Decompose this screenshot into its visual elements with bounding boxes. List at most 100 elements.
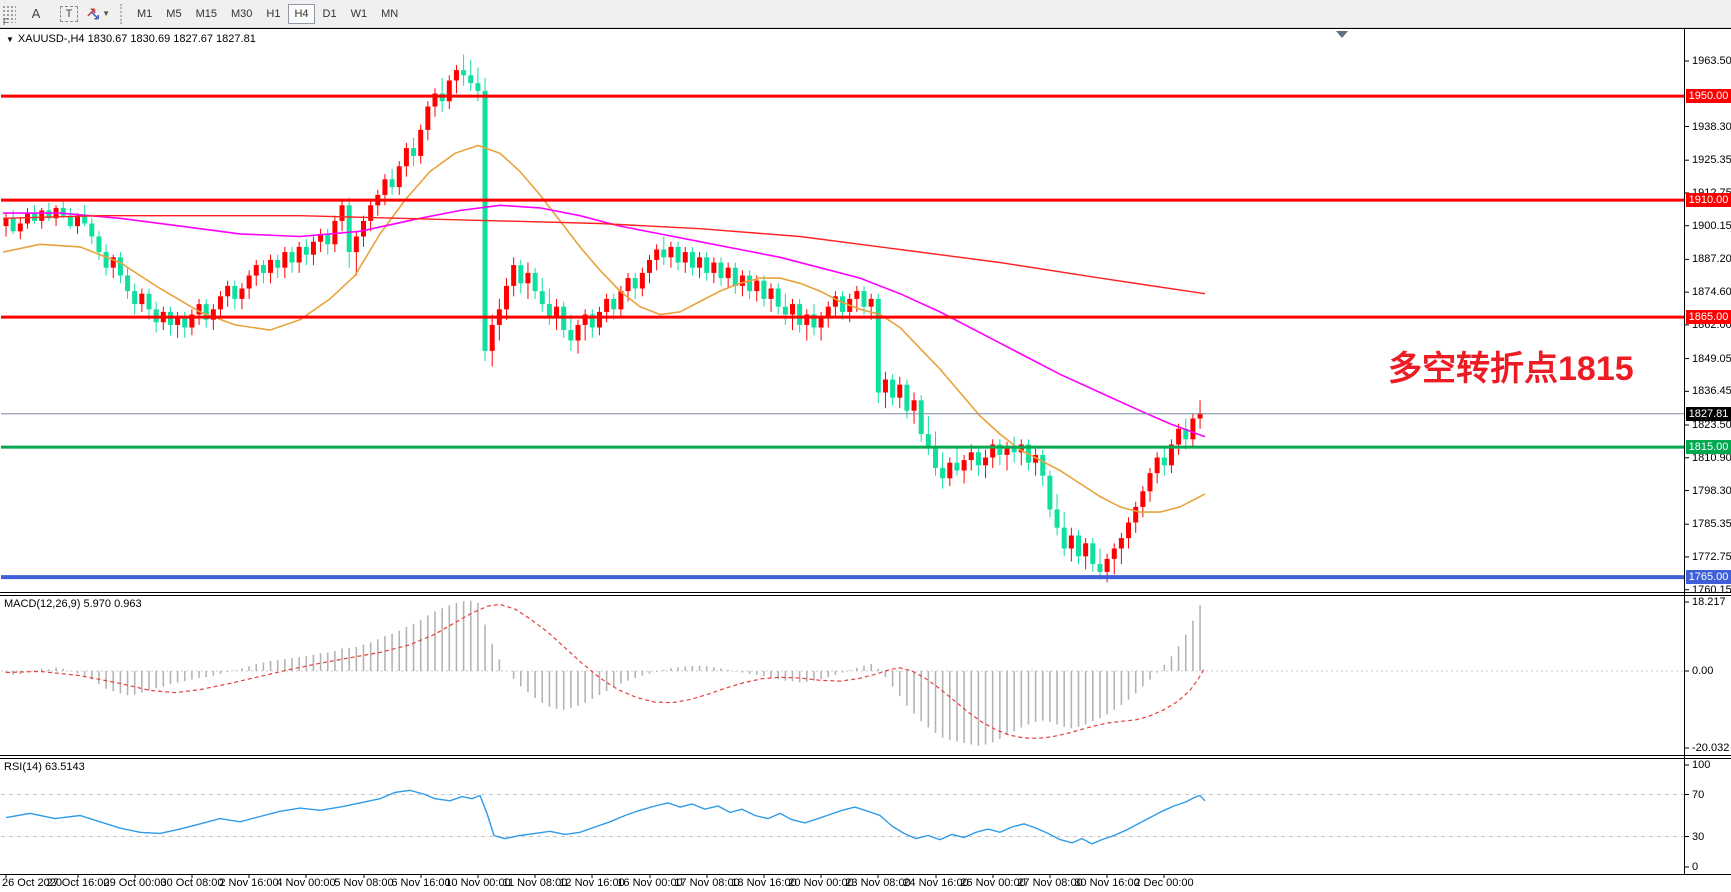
candle-body bbox=[661, 249, 667, 258]
timeframe-button-h1[interactable]: H1 bbox=[266, 7, 281, 20]
candle-body bbox=[310, 241, 316, 255]
candle-body bbox=[1090, 543, 1096, 565]
macd-indicator-label: MACD(12,26,9) 5.970 0.963 bbox=[4, 598, 142, 610]
candle-body bbox=[890, 379, 896, 398]
price-level-box-1950.00: 1950.00 bbox=[1686, 89, 1731, 104]
candle-body bbox=[704, 257, 710, 273]
macd-top-border bbox=[0, 595, 1731, 596]
time-tick: 29 Oct 00:00 bbox=[103, 877, 167, 889]
candle-body bbox=[954, 462, 960, 471]
arrows-tool-icon[interactable]: ▼ bbox=[86, 3, 110, 25]
candle-body bbox=[639, 272, 645, 289]
candle-body bbox=[518, 265, 524, 284]
candle-body bbox=[17, 223, 23, 232]
timeframe-button-m5[interactable]: M5 bbox=[166, 7, 182, 20]
time-tick: 26 Nov 00:00 bbox=[960, 877, 1026, 889]
price-tick: 1810.90 bbox=[1692, 451, 1731, 464]
candle-body bbox=[611, 298, 617, 310]
candle-body bbox=[468, 75, 474, 84]
time-axis-border[interactable] bbox=[0, 874, 1731, 875]
macd-rsi-separator[interactable] bbox=[0, 755, 1731, 756]
candle-body bbox=[782, 306, 788, 315]
candle-body bbox=[818, 317, 824, 328]
candle-body bbox=[975, 452, 981, 466]
candle-body bbox=[382, 179, 388, 195]
candle-body bbox=[739, 275, 745, 286]
rsi-scale-tick: 70 bbox=[1692, 788, 1705, 801]
symbol-dropdown-icon[interactable]: ▼ bbox=[6, 35, 14, 44]
timeframe-button-m15[interactable]: M15 bbox=[195, 7, 217, 20]
candle-body bbox=[832, 296, 838, 307]
candle-body bbox=[275, 259, 281, 268]
price-tick: 1874.60 bbox=[1692, 286, 1731, 299]
candle-body bbox=[268, 259, 274, 273]
timeframe-button-w1[interactable]: W1 bbox=[350, 7, 368, 20]
candle-body bbox=[1061, 527, 1067, 549]
candle-body bbox=[668, 246, 674, 258]
candle-body bbox=[582, 314, 588, 325]
toolbar-grip-icon[interactable]: F bbox=[2, 4, 16, 27]
candle-body bbox=[797, 304, 803, 325]
candle-body bbox=[747, 275, 753, 292]
toolbar: F A T ▼ M1 M5 M15 M30 H1 H4 D1 W1 MN bbox=[0, 0, 1731, 28]
candle-body bbox=[754, 280, 760, 292]
timeframe-button-h4[interactable]: H4 bbox=[288, 3, 315, 24]
candle-body bbox=[554, 306, 560, 318]
price-axis-border[interactable] bbox=[1684, 28, 1685, 874]
candle-body bbox=[432, 93, 438, 107]
candle-body bbox=[1126, 522, 1132, 539]
candle-body bbox=[804, 314, 810, 325]
candle-body bbox=[904, 384, 910, 411]
time-tick: 4 Nov 00:00 bbox=[276, 877, 336, 889]
candle-body bbox=[89, 223, 95, 237]
candle-body bbox=[82, 215, 88, 224]
candle-body bbox=[3, 218, 9, 227]
dropdown-caret-icon[interactable]: ▼ bbox=[102, 9, 110, 18]
candle-body bbox=[411, 148, 417, 156]
timeframe-button-mn[interactable]: MN bbox=[381, 7, 399, 20]
candle-body bbox=[504, 285, 509, 310]
time-tick: 11 Nov 08:00 bbox=[502, 877, 568, 889]
price-tick: 1963.50 bbox=[1692, 55, 1731, 67]
chart-shift-marker-icon[interactable] bbox=[1336, 31, 1348, 38]
timeframe-button-m1[interactable]: M1 bbox=[137, 7, 153, 20]
candle-body bbox=[632, 278, 638, 289]
candle-body bbox=[875, 298, 881, 393]
text-label-icon[interactable]: T bbox=[60, 5, 78, 22]
price-tick: 1772.75 bbox=[1692, 550, 1731, 563]
candle-body bbox=[596, 311, 602, 328]
chart-top-border bbox=[0, 28, 1731, 29]
time-tick: 12 Nov 16:00 bbox=[559, 877, 625, 889]
candle-body bbox=[940, 467, 946, 479]
candle-body bbox=[1083, 543, 1089, 557]
font-a-icon[interactable]: A bbox=[31, 6, 41, 21]
time-tick: 18 Nov 16:00 bbox=[731, 877, 797, 889]
candle-body bbox=[1161, 457, 1167, 466]
symbol-ohlc-line[interactable]: ▼ XAUUSD-,H4 1830.67 1830.69 1827.67 1827… bbox=[6, 33, 256, 45]
timeframe-button-m30[interactable]: M30 bbox=[230, 7, 253, 20]
candle-body bbox=[239, 288, 245, 299]
time-tick: 17 Nov 08:00 bbox=[674, 877, 740, 889]
macd-scale-tick: 18.217 bbox=[1692, 596, 1726, 608]
candle-body bbox=[46, 210, 52, 219]
ma-fast-orange bbox=[2, 144, 1206, 513]
macd-scale-tick: -20.032 bbox=[1692, 742, 1730, 754]
candle-body bbox=[575, 324, 581, 341]
main-macd-separator[interactable] bbox=[0, 592, 1731, 593]
candle-body bbox=[117, 257, 123, 276]
timeframe-button-d1[interactable]: D1 bbox=[322, 7, 337, 20]
candle-body bbox=[918, 400, 924, 435]
candle-body bbox=[303, 246, 309, 255]
candle-body bbox=[511, 265, 517, 286]
candle-body bbox=[897, 384, 903, 398]
annotation-text: 多空转折点1815 bbox=[1388, 350, 1634, 388]
candle-body bbox=[1054, 509, 1060, 528]
candle-body bbox=[654, 249, 660, 260]
price-tick: 1925.35 bbox=[1692, 154, 1731, 167]
price-level-box-1815.00: 1815.00 bbox=[1686, 440, 1731, 455]
rsi-scale-tick: 0 bbox=[1692, 861, 1699, 873]
candle-body bbox=[425, 106, 431, 130]
candle-body bbox=[911, 400, 917, 411]
candle-body bbox=[1097, 564, 1103, 572]
